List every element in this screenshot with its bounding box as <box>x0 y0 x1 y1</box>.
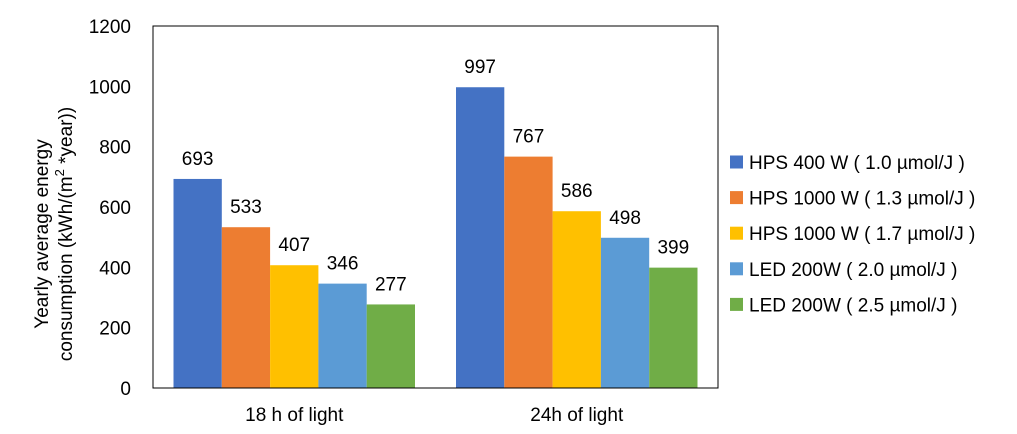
y-tick-label: 0 <box>120 379 131 400</box>
y-tick-label: 800 <box>99 138 131 159</box>
data-label: 997 <box>464 57 496 78</box>
y-axis-label-line1: Yearly average energy <box>32 139 53 329</box>
x-tick-label: 18 h of light <box>245 405 344 426</box>
x-tick-labels: 18 h of light 24h of light <box>245 405 624 426</box>
y-axis-label-superscript: 2 <box>52 169 67 176</box>
legend-label: HPS 1000 W ( 1.7 µmol/J ) <box>749 224 975 245</box>
data-label: 277 <box>375 274 407 295</box>
legend-swatch <box>730 297 743 311</box>
legend: HPS 400 W ( 1.0 µmol/J ) HPS 1000 W ( 1.3… <box>730 153 975 316</box>
y-tick-label: 400 <box>99 258 131 279</box>
y-tick-label: 1000 <box>89 77 131 98</box>
data-label: 399 <box>657 238 689 259</box>
data-label: 767 <box>513 127 545 148</box>
data-label: 586 <box>561 181 593 202</box>
legend-swatch <box>730 262 743 276</box>
y-axis-label-line2-suffix: *year)) <box>56 107 77 169</box>
legend-label: HPS 400 W ( 1.0 µmol/J ) <box>749 153 965 174</box>
bar <box>366 304 415 388</box>
bar <box>504 156 553 388</box>
data-label: 498 <box>609 208 641 229</box>
y-axis-label-line2-prefix: consumption (kWh/(m <box>56 176 77 361</box>
legend-swatch <box>730 191 743 205</box>
bar <box>173 178 222 388</box>
y-tick-label: 200 <box>99 319 131 340</box>
data-label: 533 <box>230 197 262 218</box>
legend-label: HPS 1000 W ( 1.3 µmol/J ) <box>749 189 975 210</box>
bars <box>173 87 698 388</box>
y-tick-labels: 0 200 400 600 800 1000 1200 <box>89 17 131 400</box>
y-tick-label: 600 <box>99 198 131 219</box>
plot-area-frame <box>152 25 719 389</box>
data-label: 346 <box>327 254 359 275</box>
bar <box>600 237 650 388</box>
legend-swatch <box>730 155 743 169</box>
bar <box>318 283 367 388</box>
bar <box>270 265 319 388</box>
data-label: 407 <box>278 235 310 256</box>
legend-label: LED 200W ( 2.5 µmol/J ) <box>749 295 957 316</box>
legend-swatch <box>730 226 743 240</box>
bar <box>221 227 271 388</box>
data-labels: 693 533 407 346 277 997 767 586 498 399 <box>182 57 689 295</box>
bar <box>649 267 698 388</box>
bar <box>456 87 505 388</box>
data-label: 693 <box>182 149 214 170</box>
bar <box>552 211 601 388</box>
y-tick-label: 1200 <box>89 17 131 38</box>
x-tick-label: 24h of light <box>530 405 624 426</box>
y-axis-label-line2: consumption (kWh/(m2 *year)) <box>52 107 77 361</box>
legend-label: LED 200W ( 2.0 µmol/J ) <box>749 260 957 281</box>
y-axis-label: Yearly average energy consumption (kWh/(… <box>32 107 77 361</box>
